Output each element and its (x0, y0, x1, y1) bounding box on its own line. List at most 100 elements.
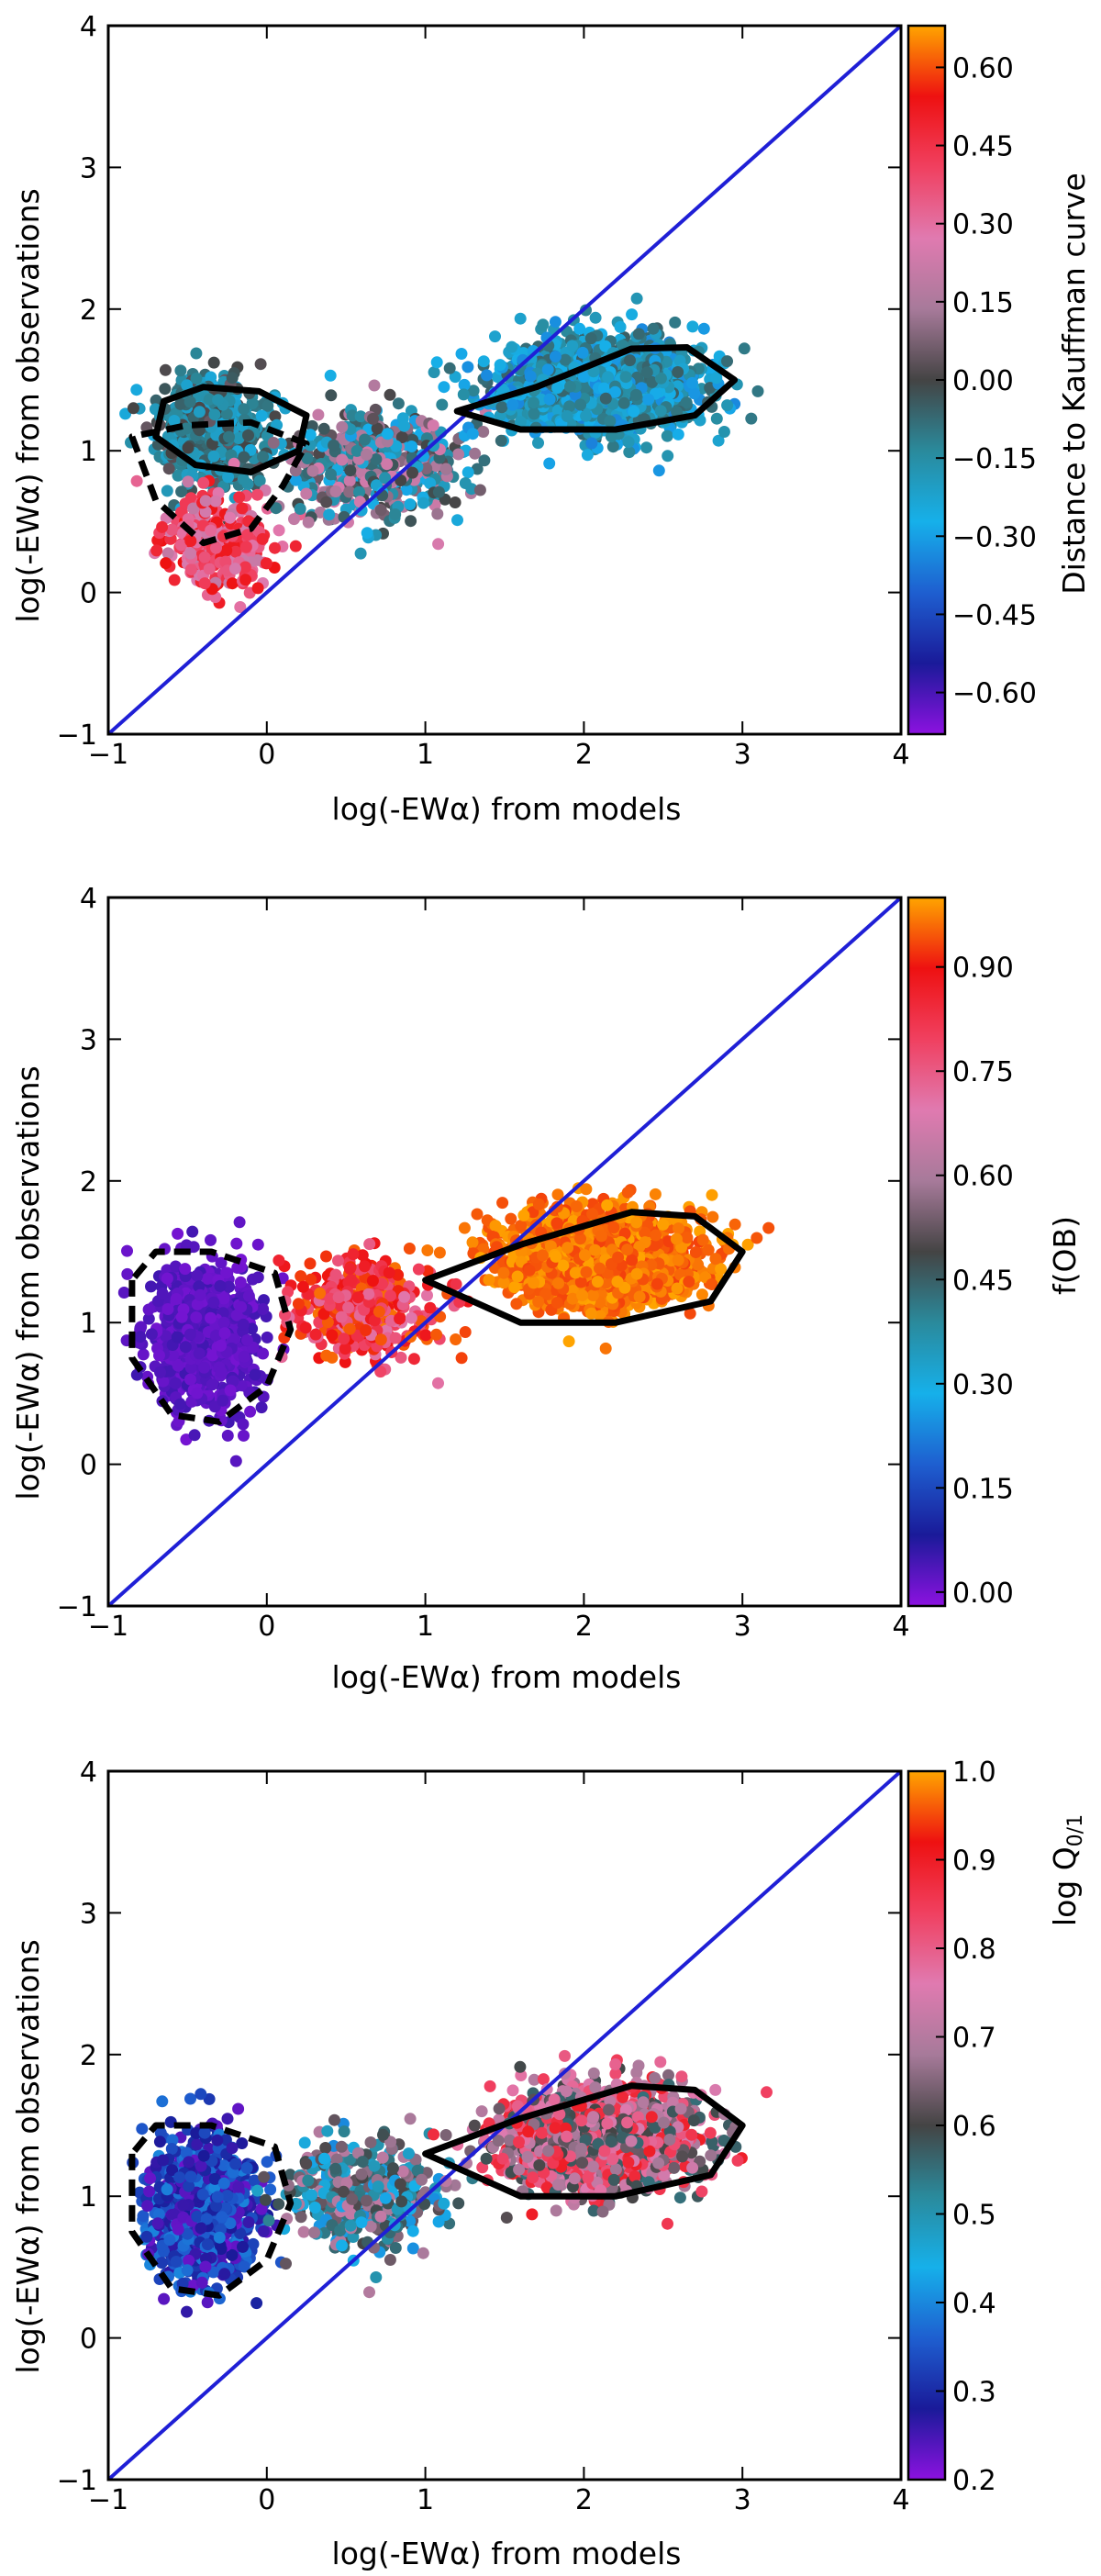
y-tick-label: 2 (80, 295, 97, 327)
x-tick-label: −1 (88, 739, 128, 771)
scatter-point (215, 1256, 228, 1269)
scatter-point (514, 312, 527, 325)
scatter-point (524, 370, 537, 383)
scatter-point (329, 485, 342, 497)
scatter-point (206, 1378, 218, 1391)
scatter-point (589, 311, 602, 324)
scatter-point (478, 454, 491, 467)
scatter-point (174, 397, 187, 410)
y-tick-label: 0 (80, 578, 97, 610)
scatter-point (191, 1269, 204, 1282)
scatter-point (199, 495, 212, 507)
scatter-point (351, 1291, 364, 1304)
scatter-point (205, 524, 217, 537)
scatter-point (710, 412, 723, 425)
scatter-point (169, 1377, 182, 1389)
scatter-point (561, 410, 573, 422)
scatter-point (184, 1328, 196, 1341)
scatter-point (661, 429, 673, 442)
scatter-point (379, 472, 392, 485)
scatter-point (581, 449, 594, 462)
scatter-point (452, 448, 465, 461)
scatter-point (234, 601, 247, 613)
x-tick-label: 2 (575, 739, 593, 771)
scatter-point (198, 577, 211, 590)
scatter-point (184, 547, 197, 560)
scatter-point (549, 316, 562, 329)
scatter-point (134, 1321, 147, 1334)
scatter-points (117, 1182, 775, 1467)
scatter-point (205, 1311, 217, 1324)
scatter-point (398, 419, 411, 432)
scatter-point (467, 385, 480, 397)
scatter-point (193, 1347, 206, 1360)
colorbar-tick-label: −0.45 (952, 599, 1037, 631)
scatter-point (197, 476, 210, 489)
scatter-point (559, 353, 572, 366)
scatter-point (249, 1368, 261, 1381)
solid-contour (453, 344, 739, 433)
scatter-point (384, 1289, 396, 1302)
scatter-point (175, 485, 188, 498)
scatter-point (240, 1334, 253, 1346)
scatter-point (137, 1348, 150, 1361)
scatter-point (317, 422, 330, 435)
scatter-point (145, 1328, 158, 1341)
scatter-point (473, 484, 486, 496)
scatter-point (672, 428, 684, 440)
scatter-point (433, 452, 446, 464)
scatter-point (312, 408, 325, 421)
scatter-point (232, 432, 245, 444)
scatter-point (161, 430, 174, 442)
scatter-point (184, 1361, 197, 1374)
x-tick-label: 4 (892, 739, 909, 771)
scatter-point (751, 385, 764, 397)
scatter-point (549, 351, 562, 362)
scatter-point (209, 495, 222, 507)
scatter-point (167, 1349, 179, 1362)
scatter-point (154, 1366, 166, 1378)
scatter-point (223, 1280, 236, 1293)
scatter-point (359, 433, 372, 446)
scatter-point (180, 1239, 193, 1252)
scatter-point (172, 469, 184, 482)
scatter-point (344, 464, 357, 477)
scatter-point (198, 551, 211, 563)
scatter-point (354, 410, 367, 423)
scatter-point (412, 1263, 425, 1276)
scatter-point (584, 332, 597, 345)
scatter-point (376, 1277, 388, 1290)
scatter-point (246, 397, 259, 410)
scatter-point (395, 431, 408, 443)
colorbar-tick-label: −0.15 (952, 443, 1037, 475)
scatter-point (606, 440, 619, 453)
scatter-point (289, 474, 302, 486)
scatter-point (662, 450, 674, 463)
scatter-point (347, 1248, 360, 1261)
scatter-point (370, 453, 383, 465)
scatter-point (537, 318, 550, 331)
colorbar-tick-label: 0.00 (952, 365, 1014, 397)
scatter-point (362, 1288, 375, 1300)
scatter-point (543, 393, 556, 406)
scatter-point (301, 452, 314, 464)
scatter-point (220, 1266, 233, 1279)
scatter-point (325, 389, 338, 402)
colorbar-tick-label: −0.60 (952, 678, 1037, 710)
colorbar-tick-label: 0.30 (952, 209, 1014, 241)
scatter-point (207, 356, 220, 369)
colorbar-tick-label: 0.45 (952, 131, 1014, 163)
scatter-point (654, 372, 667, 385)
scatter-point (573, 322, 586, 335)
scatter-point (165, 523, 178, 536)
y-tick-label: 1 (80, 436, 97, 468)
scatter-point (175, 539, 187, 552)
scatter-point (619, 371, 632, 384)
scatter-point (320, 496, 333, 508)
scatter-point (203, 563, 216, 575)
scatter-point (417, 496, 429, 509)
scatter-point (405, 515, 417, 528)
scatter-point (234, 1276, 247, 1288)
scatter-point (142, 1303, 155, 1316)
scatter-point (205, 371, 217, 384)
